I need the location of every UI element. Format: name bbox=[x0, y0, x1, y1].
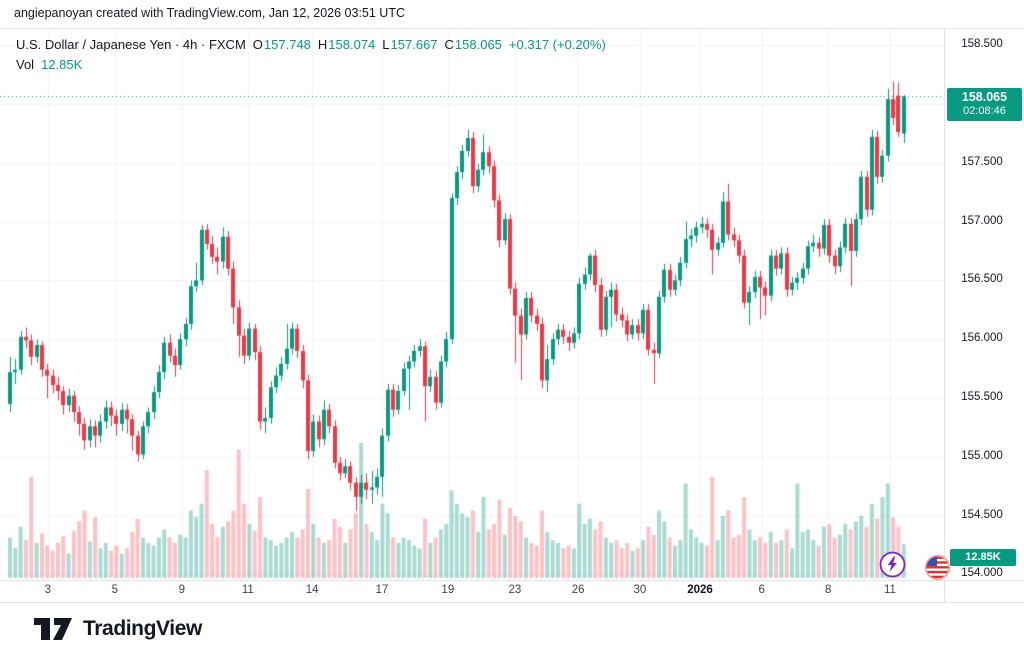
attribution-text: angiepanoyan created with TradingView.co… bbox=[14, 6, 405, 20]
change-value: +0.317 (+0.20%) bbox=[508, 37, 606, 52]
price-tick-label: 156.000 bbox=[961, 332, 1003, 345]
price-tick-label: 154.000 bbox=[961, 567, 1003, 580]
volume-axis-badge: 12.85K bbox=[950, 549, 1016, 566]
last-price-badge[interactable]: 158.065 02:08:46 bbox=[947, 87, 1022, 121]
legend-volume-row: Vol 12.85K bbox=[16, 56, 606, 73]
lightning-icon[interactable] bbox=[879, 551, 906, 578]
time-tick-label: 26 bbox=[571, 584, 585, 596]
close-value: C158.065 bbox=[444, 37, 502, 52]
time-tick-label: 11 bbox=[883, 584, 896, 596]
us-flag-icon[interactable] bbox=[924, 554, 951, 581]
time-axis[interactable]: 3 5 9 11 14 17 19 23 26 30 2026 6 8 11 bbox=[0, 580, 944, 602]
time-tick-label: 5 bbox=[111, 584, 118, 596]
time-axis-separator bbox=[0, 580, 1024, 581]
symbol-title[interactable]: U.S. Dollar / Japanese Yen · 4h · FXCM bbox=[16, 37, 246, 52]
time-tick-label: 9 bbox=[178, 584, 186, 596]
time-tick-label: 8 bbox=[825, 584, 832, 596]
volume-value: 12.85K bbox=[41, 57, 83, 72]
time-tick-label: 19 bbox=[441, 584, 455, 596]
price-tick-label: 158.500 bbox=[961, 38, 1003, 51]
time-tick-label: 11 bbox=[241, 584, 254, 596]
last-price-value: 158.065 bbox=[961, 89, 1008, 104]
high-value: H158.074 bbox=[317, 37, 376, 52]
time-tick-label: 23 bbox=[508, 584, 522, 596]
open-value: O157.748 bbox=[252, 37, 311, 52]
price-axis-separator bbox=[944, 28, 945, 602]
tradingview-logo-icon bbox=[34, 618, 72, 640]
legend-symbol-row: U.S. Dollar / Japanese Yen · 4h · FXCM O… bbox=[16, 36, 606, 53]
tradingview-logo[interactable]: TradingView bbox=[34, 616, 202, 642]
bar-countdown: 02:08:46 bbox=[963, 104, 1006, 117]
price-tick-label: 155.000 bbox=[961, 449, 1003, 462]
price-tick-label: 157.500 bbox=[961, 155, 1003, 168]
price-tick-label: 154.500 bbox=[961, 508, 1003, 521]
tradingview-wordmark: TradingView bbox=[83, 617, 202, 640]
price-axis[interactable]: 158.500 157.500 157.000 156.500 156.000 155.5… bbox=[945, 28, 1024, 580]
time-tick-label: 30 bbox=[633, 584, 647, 596]
price-tick-label: 156.500 bbox=[961, 273, 1003, 286]
chart-legend: U.S. Dollar / Japanese Yen · 4h · FXCM O… bbox=[16, 36, 606, 73]
time-tick-label: 17 bbox=[375, 584, 389, 596]
price-chart-canvas[interactable] bbox=[0, 28, 944, 580]
time-tick-label: 2026 bbox=[687, 584, 713, 596]
volume-label: Vol bbox=[16, 57, 35, 72]
price-tick-label: 155.500 bbox=[961, 391, 1003, 403]
time-tick-label: 6 bbox=[758, 584, 765, 596]
low-value: L157.667 bbox=[382, 37, 438, 52]
time-tick-label: 14 bbox=[305, 584, 319, 596]
time-tick-label: 3 bbox=[44, 584, 51, 596]
footer-separator bbox=[0, 602, 1024, 603]
price-tick-label: 157.000 bbox=[961, 214, 1003, 227]
